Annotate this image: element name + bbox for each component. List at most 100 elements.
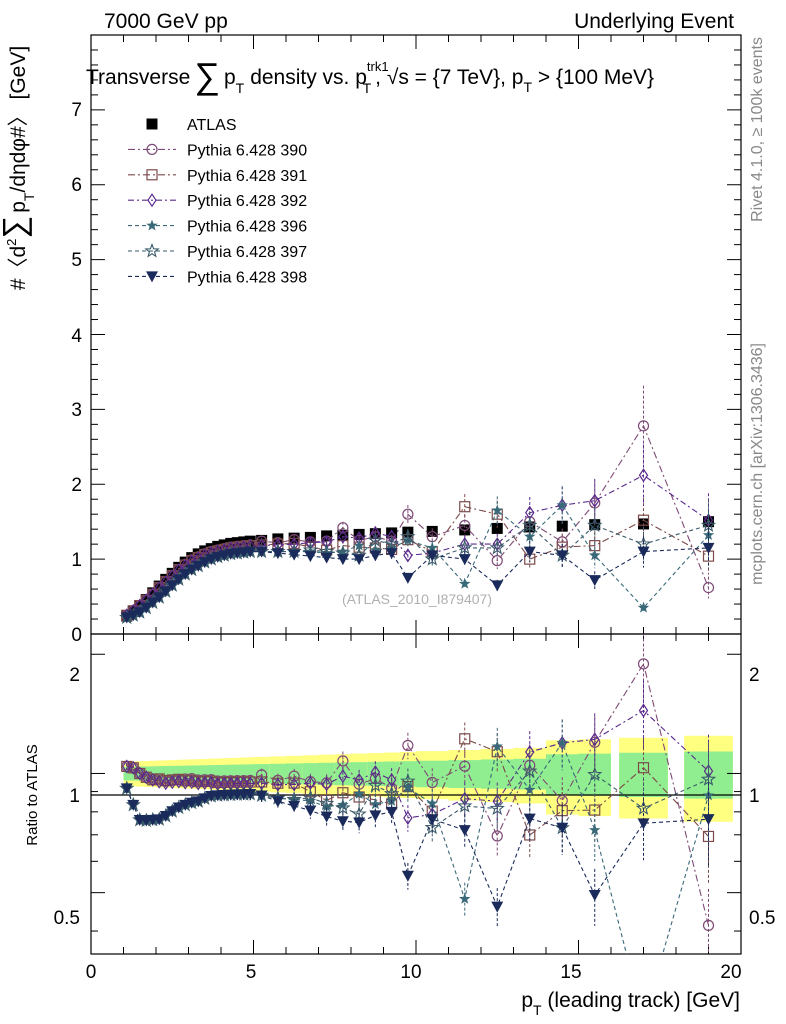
legend-marker-0: [146, 118, 158, 130]
point-3-35: [590, 493, 600, 508]
legend-marker-3: [147, 193, 157, 208]
point-6-0: [120, 612, 133, 624]
ratio-point-6-25: [336, 816, 349, 828]
point-6-2: [133, 607, 146, 619]
ratio-point-6-24: [320, 811, 333, 823]
legend-label-3: Pythia 6.428 392: [187, 193, 307, 210]
ratio-point-5-24: [318, 795, 335, 811]
point-6-12: [198, 557, 211, 569]
point-0-34: [556, 520, 568, 532]
point-2-36: [637, 514, 650, 526]
ratio-point-6-11: [192, 796, 205, 808]
series-line-1: [126, 424, 710, 616]
ratio-point-3-2: [135, 766, 145, 781]
ratio-point-6-0: [120, 783, 133, 795]
ratio-point-5-29: [400, 773, 416, 788]
ratio-point-4-27: [369, 798, 382, 810]
point-0-3: [140, 594, 152, 606]
ratio-point-3-23: [305, 775, 316, 791]
x-tick-0: 0: [86, 962, 97, 983]
point-6-33: [523, 546, 536, 558]
band-stat-19: [247, 764, 254, 784]
ratio-point-5-32: [489, 800, 505, 816]
point-0-10: [186, 552, 198, 564]
ratio-point-3-4: [148, 772, 158, 787]
point-0-11: [192, 548, 204, 560]
ratio-point-4-29: [402, 782, 414, 793]
ratio-point-5-25: [335, 799, 351, 815]
ratio-point-1-25: [337, 755, 349, 767]
point-6-27: [369, 550, 382, 562]
point-6-24: [320, 552, 333, 564]
ratio-point-6-8: [172, 802, 185, 814]
point-6-37: [702, 542, 715, 554]
ratio-point-6-37: [702, 814, 715, 826]
point-3-34: [557, 498, 567, 513]
main-y-tick-labels: 0 1 2 3 4 5 6 7: [71, 100, 82, 646]
x-tick-15: 15: [560, 962, 581, 983]
ratio-tick-0.5-left: 0.5: [54, 908, 80, 929]
point-6-36: [637, 546, 650, 558]
point-6-20: [255, 546, 268, 558]
point-0-4: [147, 587, 159, 599]
header-right: Underlying Event: [574, 10, 734, 33]
ratio-point-4-32: [491, 740, 503, 752]
y-tick-7: 7: [71, 100, 82, 121]
ratio-point-6-36: [637, 818, 650, 830]
y-tick-5: 5: [71, 250, 82, 271]
ratio-point-2-31: [459, 733, 471, 745]
ratio-point-4-35: [589, 824, 601, 835]
x-tick-20: 20: [720, 962, 741, 983]
ratio-point-3-3: [141, 770, 151, 785]
plot-title: Transverse ∑ pT density vs. ptrk1 T, √s = {7…: [86, 55, 654, 96]
ratio-point-6-1: [127, 799, 140, 811]
point-5-35: [587, 517, 603, 532]
ratio-point-6-29: [401, 870, 414, 882]
series-1: [121, 385, 715, 621]
y-tick-3: 3: [71, 400, 82, 421]
point-3-36: [638, 468, 649, 483]
point-6-28: [385, 548, 398, 560]
ratio-point-3-31: [460, 791, 470, 806]
band-stat-16: [227, 764, 234, 783]
band-stat-11: [195, 765, 202, 782]
legend-marker-1: [146, 143, 158, 155]
point-4-34: [556, 499, 568, 511]
point-6-31: [458, 554, 471, 566]
legend-marker-5: [144, 242, 160, 258]
point-6-30: [426, 550, 439, 562]
ratio-point-6-35: [588, 890, 601, 902]
ratio-point-1-29: [402, 739, 414, 752]
point-4-31: [459, 577, 471, 589]
band-stat-18: [240, 764, 247, 783]
point-6-32: [491, 580, 504, 592]
legend-marker-4: [146, 219, 158, 231]
point-6-6: [159, 586, 172, 598]
ratio-point-5-35: [587, 766, 603, 782]
ratio-point-6-20: [255, 790, 268, 802]
point-0-8: [173, 561, 185, 573]
band-stat-15: [221, 764, 228, 783]
ratio-point-1-30: [426, 776, 438, 789]
point-1-36: [637, 420, 650, 432]
point-0-6: [160, 573, 172, 585]
axis-ticks: [90, 34, 742, 954]
ratio-point-5-23: [302, 789, 319, 805]
ratio-point-5-31: [457, 798, 473, 813]
point-0-28: [386, 527, 398, 539]
ratio-series-layer: [119, 634, 717, 954]
ratio-point-3-22: [289, 777, 299, 792]
ratio-y-tick-labels: 0.5 1 2 0.5 1 2: [54, 665, 776, 929]
point-6-34: [556, 550, 569, 562]
series-line-2: [126, 506, 709, 616]
band-stat-0: [123, 766, 130, 781]
ratio-tick-1-left: 1: [69, 786, 80, 807]
point-5-28: [383, 536, 400, 551]
ratio-point-5-27: [367, 777, 384, 792]
ratio-point-6-5: [153, 814, 166, 826]
y-tick-2: 2: [71, 475, 82, 496]
point-6-7: [166, 580, 179, 592]
point-6-35: [588, 575, 601, 587]
ratio-y-axis-label: Ratio to ATLAS: [24, 744, 41, 845]
